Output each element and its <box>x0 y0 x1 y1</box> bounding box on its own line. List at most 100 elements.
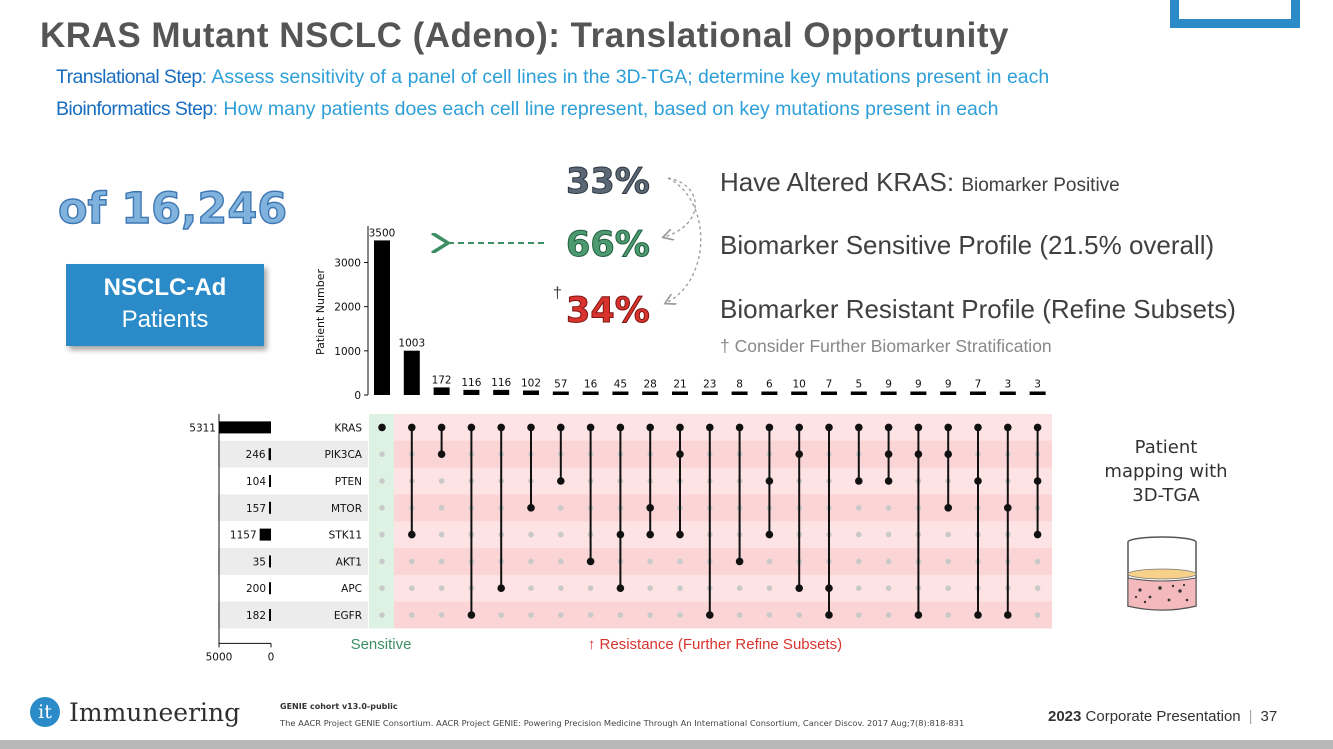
gene-label-mtor: MTOR <box>331 503 362 515</box>
matrix-dot-empty <box>409 585 415 591</box>
matrix-dot-empty <box>438 612 445 618</box>
gene-label-akt1: AKT1 <box>336 556 362 568</box>
matrix-dot-filled <box>765 530 774 539</box>
intersection-matrix <box>378 423 1042 619</box>
matrix-dot-filled <box>467 611 476 619</box>
matrix-dot-empty <box>558 558 564 565</box>
matrix-dot-filled <box>884 423 893 432</box>
y-tick-label: 2000 <box>334 302 361 314</box>
bar-value-label: 1003 <box>398 338 425 350</box>
matrix-dot-empty <box>379 451 385 458</box>
matrix-dot-filled <box>914 423 923 432</box>
gene-label-egfr: EGFR <box>334 610 362 622</box>
matrix-dot-empty <box>438 585 445 591</box>
bar-value-label: 9 <box>915 379 922 391</box>
y-axis-label: Patient Number <box>314 269 327 355</box>
set-size-axis-label: 5000 <box>206 651 233 663</box>
matrix-dot-filled <box>795 584 803 592</box>
y-axis: 0 1000 2000 3000 <box>334 226 369 402</box>
matrix-dot-empty <box>558 531 564 538</box>
set-size-label: 246 <box>246 449 266 461</box>
intersection-bar <box>940 391 957 395</box>
matrix-dot-empty <box>528 585 534 591</box>
matrix-dot-empty <box>587 585 594 591</box>
cohort-label-line1: NSCLC-Ad <box>103 274 227 301</box>
sensitive-band <box>369 414 394 629</box>
matrix-dot-empty <box>438 478 445 484</box>
matrix-dot-empty <box>856 558 862 565</box>
matrix-dot-empty <box>885 505 892 511</box>
set-size-label: 5311 <box>189 422 216 434</box>
intersection-bar <box>612 391 629 395</box>
matrix-dot-filled <box>586 557 595 566</box>
matrix-dot-filled <box>378 423 386 432</box>
matrix-dot-empty <box>409 558 415 565</box>
intersection-bar <box>672 391 688 395</box>
matrix-dot-empty <box>409 612 415 618</box>
y-tick-label: 1000 <box>334 346 361 358</box>
resistance-label: ↑ Resistance (Further Refine Subsets) <box>588 636 842 653</box>
gene-label-stk11: STK11 <box>329 530 362 542</box>
matrix-dot-filled <box>825 423 833 432</box>
matrix-dot-filled <box>825 611 833 619</box>
matrix-dot-empty <box>558 585 564 591</box>
matrix-dot-empty <box>856 612 862 618</box>
bar-value-label: 45 <box>614 379 627 391</box>
intersection-bar <box>433 387 450 395</box>
matrix-dot-filled <box>855 477 863 485</box>
cohort-label-box: NSCLC-Ad Patients <box>66 264 264 346</box>
set-size-bar <box>269 555 271 568</box>
flask-icon <box>1127 536 1197 611</box>
matrix-dot-filled <box>497 423 506 432</box>
set-size-label: 104 <box>246 476 266 488</box>
matrix-dot-empty <box>885 558 892 565</box>
matrix-dot-filled <box>1004 611 1012 619</box>
intersection-bar <box>880 391 897 395</box>
matrix-dot-filled <box>408 423 416 432</box>
footer-separator: | <box>1248 708 1253 725</box>
matrix-dot-empty <box>558 505 564 511</box>
matrix-dot-empty <box>379 531 385 538</box>
intersection-bar <box>999 391 1016 395</box>
intersection-bar <box>821 391 837 395</box>
matrix-dot-empty <box>528 612 534 618</box>
matrix-dot-empty <box>617 612 624 618</box>
matrix-dot-filled <box>1033 477 1042 485</box>
matrix-dot-filled <box>765 477 774 485</box>
intersection-bar <box>523 390 539 395</box>
intersection-bar <box>493 389 510 395</box>
bar-value-label: 3500 <box>369 227 396 239</box>
matrix-dot-filled <box>586 423 595 432</box>
matrix-dot-filled <box>437 423 446 432</box>
corner-frame <box>1170 0 1300 28</box>
bioinformatics-step-label: Bioinformatics Step <box>56 98 213 120</box>
sensitive-profile-text: Biomarker Sensitive Profile (21.5% overa… <box>720 230 1215 260</box>
matrix-dot-empty <box>379 558 385 565</box>
page-number: 37 <box>1260 708 1278 725</box>
pct-altered: 33% <box>566 162 651 203</box>
matrix-dot-filled <box>944 423 952 432</box>
set-size-bar <box>268 448 271 461</box>
matrix-dot-empty <box>885 585 892 591</box>
matrix-dot-empty <box>647 585 653 591</box>
set-size-label: 1157 <box>230 530 257 542</box>
matrix-dot-filled <box>1004 423 1012 432</box>
footer-text: Corporate Presentation <box>1081 708 1241 725</box>
matrix-dot-filled <box>795 423 803 432</box>
footer: 2023 Corporate Presentation | 37 <box>1048 708 1277 725</box>
matrix-dot-filled <box>437 450 446 459</box>
bar-value-label: 102 <box>521 377 541 389</box>
citation-reference: The AACR Project GENIE Consortium. AACR … <box>280 718 965 728</box>
resistant-profile-text: Biomarker Resistant Profile (Refine Subs… <box>720 294 1236 324</box>
pct-resistant: 34% <box>566 291 651 332</box>
matrix-dot-empty <box>736 585 743 591</box>
intersection-bar <box>970 391 986 395</box>
gene-label-pik3ca: PIK3CA <box>324 449 362 461</box>
matrix-dot-empty <box>558 612 564 618</box>
set-size-label: 200 <box>246 583 266 595</box>
matrix-dot-filled <box>944 450 952 459</box>
bar-value-label: 8 <box>736 379 743 391</box>
altered-kras-small: Biomarker Positive <box>961 175 1120 196</box>
set-size-bars: 5311 246 104 157 1157 35 200 182 5000 0 <box>189 414 274 663</box>
